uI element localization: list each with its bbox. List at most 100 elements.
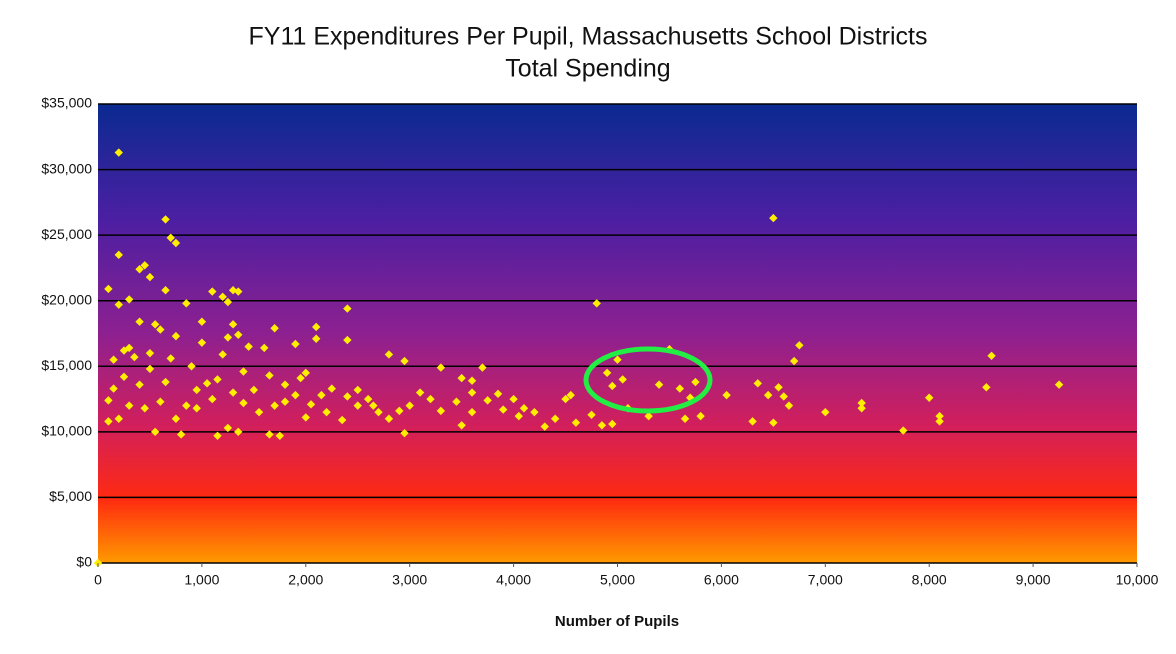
data-point	[104, 396, 113, 405]
data-point	[789, 356, 799, 366]
data-point	[218, 350, 227, 359]
data-point	[145, 272, 155, 282]
x-tick-label: 6,000	[704, 572, 739, 588]
data-point	[353, 401, 362, 410]
x-tick-label: 7,000	[808, 572, 843, 588]
plot-area	[98, 104, 1137, 563]
data-point	[228, 320, 238, 329]
y-tick-label: $30,000	[41, 160, 92, 176]
data-point	[156, 397, 165, 406]
data-point	[109, 384, 118, 393]
data-point	[202, 379, 212, 388]
data-point	[343, 392, 352, 401]
data-point	[104, 284, 113, 294]
data-point	[478, 363, 487, 372]
data-point	[405, 401, 414, 410]
data-point	[311, 334, 321, 343]
data-point	[857, 398, 866, 408]
data-point	[197, 338, 207, 347]
x-tick-label: 5,000	[600, 572, 635, 588]
data-point	[150, 320, 160, 329]
data-point	[795, 341, 804, 350]
chart-subtitle: Total Spending	[505, 55, 670, 83]
data-point	[234, 287, 243, 296]
data-point	[696, 411, 705, 421]
data-point	[343, 335, 352, 345]
data-point	[166, 354, 175, 363]
data-point	[135, 265, 144, 274]
data-point	[571, 418, 581, 427]
data-point	[499, 405, 508, 414]
data-point	[291, 390, 300, 400]
x-axis-title: Number of Pupils	[555, 613, 679, 630]
data-point	[208, 394, 217, 404]
data-point	[857, 404, 866, 413]
data-point	[540, 422, 549, 431]
data-point	[104, 417, 113, 426]
data-point	[140, 261, 149, 270]
data-point	[384, 350, 394, 359]
data-point	[176, 430, 186, 439]
data-point	[680, 414, 690, 423]
data-point	[145, 364, 155, 374]
data-point	[270, 401, 279, 410]
data-point	[821, 407, 830, 417]
data-point	[426, 394, 435, 404]
data-point	[234, 330, 243, 340]
data-point	[182, 401, 191, 410]
x-tick-label: 4,000	[496, 572, 531, 588]
data-point	[114, 300, 123, 309]
data-point	[384, 414, 394, 423]
data-point	[774, 383, 783, 392]
data-point	[769, 418, 778, 427]
data-point	[457, 421, 466, 430]
data-point	[467, 388, 477, 397]
data-point	[135, 317, 144, 326]
data-point	[400, 356, 409, 366]
x-tick-label: 9,000	[1016, 572, 1051, 588]
data-point	[763, 390, 773, 400]
data-point	[161, 215, 170, 224]
data-point	[130, 352, 139, 362]
chart-title: FY11 Expenditures Per Pupil, Massachuset…	[249, 23, 928, 51]
data-point	[171, 414, 181, 423]
data-point	[239, 398, 248, 408]
data-point	[301, 413, 310, 422]
data-point	[644, 411, 653, 421]
data-point	[343, 304, 352, 313]
data-point	[374, 407, 383, 417]
data-point	[114, 414, 123, 423]
x-tick-label: 10,000	[1116, 572, 1159, 588]
data-point	[119, 372, 129, 381]
data-point	[197, 317, 207, 326]
y-tick-label: $10,000	[41, 423, 92, 439]
data-point	[982, 383, 991, 392]
data-point	[493, 389, 503, 399]
data-point	[296, 373, 305, 383]
data-point	[369, 401, 378, 410]
data-point	[509, 394, 518, 404]
data-point	[395, 406, 404, 416]
data-point	[608, 419, 617, 429]
data-point	[592, 299, 601, 308]
data-point	[280, 380, 290, 389]
data-point	[686, 393, 695, 402]
data-point	[239, 367, 248, 376]
data-point	[550, 414, 560, 423]
data-point	[935, 411, 944, 421]
data-point	[192, 404, 201, 413]
data-point	[223, 297, 233, 307]
x-tick-label: 3,000	[392, 572, 427, 588]
y-tick-label: $15,000	[41, 357, 92, 373]
data-point	[748, 417, 757, 426]
data-point	[228, 388, 238, 397]
data-point	[415, 388, 425, 397]
data-point	[483, 396, 492, 405]
data-point	[156, 325, 165, 334]
data-point	[654, 380, 664, 389]
data-point	[353, 385, 362, 395]
data-point	[722, 390, 731, 400]
data-point	[124, 343, 134, 353]
data-point	[150, 427, 160, 437]
